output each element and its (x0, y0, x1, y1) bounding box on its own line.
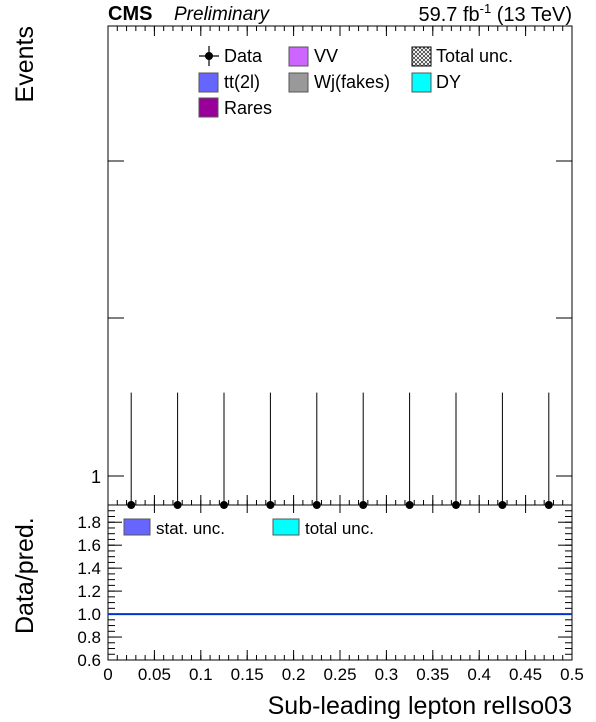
x-tick-label: 0.2 (282, 665, 306, 684)
legend-label-ttbar: tt(2l) (224, 72, 260, 92)
legend-item-rares: Rares (198, 97, 272, 118)
legend-item-data: Data (199, 46, 263, 66)
x-tick-label: 0.3 (375, 665, 399, 684)
ratio-x-ticks (107, 505, 573, 660)
legend-label-dy: DY (436, 72, 461, 92)
legend-label-total-unc-ratio: total unc. (305, 519, 374, 538)
legend-swatch-stat-unc (123, 518, 151, 536)
x-tick-label: 0.05 (138, 665, 171, 684)
legend-item-stat-unc: stat. unc. (123, 518, 225, 538)
x-tick-label: 0.5 (560, 665, 584, 684)
status-label: Preliminary (174, 4, 271, 25)
data-points (126, 392, 554, 509)
x-tick-label: 0.15 (231, 665, 264, 684)
legend-swatch-dy (411, 72, 432, 93)
legend-label-stat-unc: stat. unc. (156, 519, 225, 538)
ratio-y-axis-label: Data/pred. (11, 517, 39, 634)
legend-label-data: Data (224, 46, 263, 66)
legend-item-wjets: Wj(fakes) (288, 72, 390, 93)
experiment-label: CMS (108, 3, 152, 25)
x-tick-label: 0.25 (323, 665, 356, 684)
legend-swatch-wjets (288, 72, 309, 93)
ratio-y-tick-label: 0.6 (77, 651, 101, 670)
ratio-y-tick-label: 1.6 (77, 536, 101, 555)
legend-swatch-total-unc (411, 46, 432, 67)
legend-swatch-total-unc-ratio (272, 518, 300, 536)
x-tick-label: 0 (103, 665, 112, 684)
x-tick-label: 0.35 (416, 665, 449, 684)
x-tick-label: 0.45 (509, 665, 542, 684)
legend-swatch-rares (198, 97, 219, 118)
ratio-y-tick-label: 0.8 (77, 628, 101, 647)
legend-label-vv: VV (314, 46, 338, 66)
ratio-y-tick-label: 1.8 (77, 513, 101, 532)
legend-item-vv: VV (288, 46, 338, 67)
main-y-tick-label-1: 1 (91, 467, 101, 487)
legend-label-total-unc: Total unc. (436, 46, 513, 66)
data-marker-icon (205, 52, 213, 60)
luminosity-label: 59.7 fb-1 (13 TeV) (418, 1, 572, 26)
legend-label-rares: Rares (224, 98, 272, 118)
legend-swatch-ttbar (198, 72, 219, 93)
main-y-axis-label: Events (11, 26, 39, 102)
legend-item-dy: DY (411, 72, 461, 93)
x-axis-label: Sub-leading lepton relIso03 (268, 692, 572, 720)
legend-label-wjets: Wj(fakes) (314, 72, 390, 92)
main-x-ticks (107, 26, 573, 505)
legend-swatch-vv (288, 46, 309, 67)
main-legend: Data VV Total unc. tt(2l) (198, 46, 513, 118)
main-plot-panel: 1 Data VV Total unc. (11, 25, 573, 509)
ratio-y-ticks (108, 510, 572, 661)
ratio-y-tick-label: 1.4 (77, 559, 101, 578)
legend-item-ttbar: tt(2l) (198, 72, 260, 93)
legend-item-total-unc: Total unc. (411, 46, 513, 67)
ratio-y-tick-label: 1.2 (77, 582, 101, 601)
main-y-ticks (108, 160, 572, 477)
ratio-plot-panel: stat. unc. total unc. Data/pred. Sub-lea… (11, 504, 584, 720)
x-tick-label: 0.1 (189, 665, 213, 684)
ratio-legend: stat. unc. total unc. (123, 518, 374, 538)
legend-item-total-unc-ratio: total unc. (272, 518, 374, 538)
x-tick-label: 0.4 (467, 665, 491, 684)
ratio-y-tick-label: 1.0 (77, 605, 101, 624)
